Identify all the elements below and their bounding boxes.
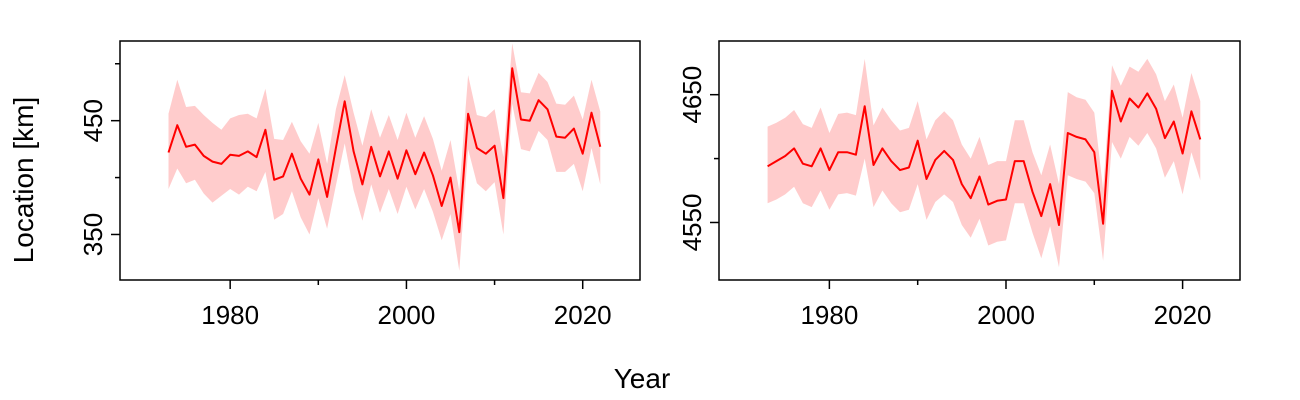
series-line — [767, 89, 1202, 226]
axes-frame — [718, 40, 1241, 281]
y-axis-title: Location [km] — [8, 97, 39, 264]
y-tick-label: 4650 — [677, 66, 707, 124]
confidence-band — [767, 58, 1201, 268]
y-tick-label: 450 — [78, 99, 108, 142]
confidence-band — [168, 43, 601, 271]
panel-right: 1980 2000 2020 4550 4650 — [677, 40, 1241, 330]
x-tick-label: 1980 — [201, 300, 259, 330]
axes-frame — [119, 40, 641, 281]
x-tick-label: 2000 — [378, 300, 436, 330]
y-tick-label: 350 — [78, 213, 108, 256]
x-tick-label: 2020 — [1154, 300, 1212, 330]
x-tick-label: 2000 — [977, 300, 1035, 330]
y-tick-label: 4550 — [677, 194, 707, 252]
x-axis-title: Year — [614, 363, 671, 394]
series-line — [167, 67, 602, 234]
x-tick-label: 1980 — [800, 300, 858, 330]
x-tick-label: 2020 — [554, 300, 612, 330]
panel-left: 1980 2000 2020 350 450 — [78, 40, 641, 330]
